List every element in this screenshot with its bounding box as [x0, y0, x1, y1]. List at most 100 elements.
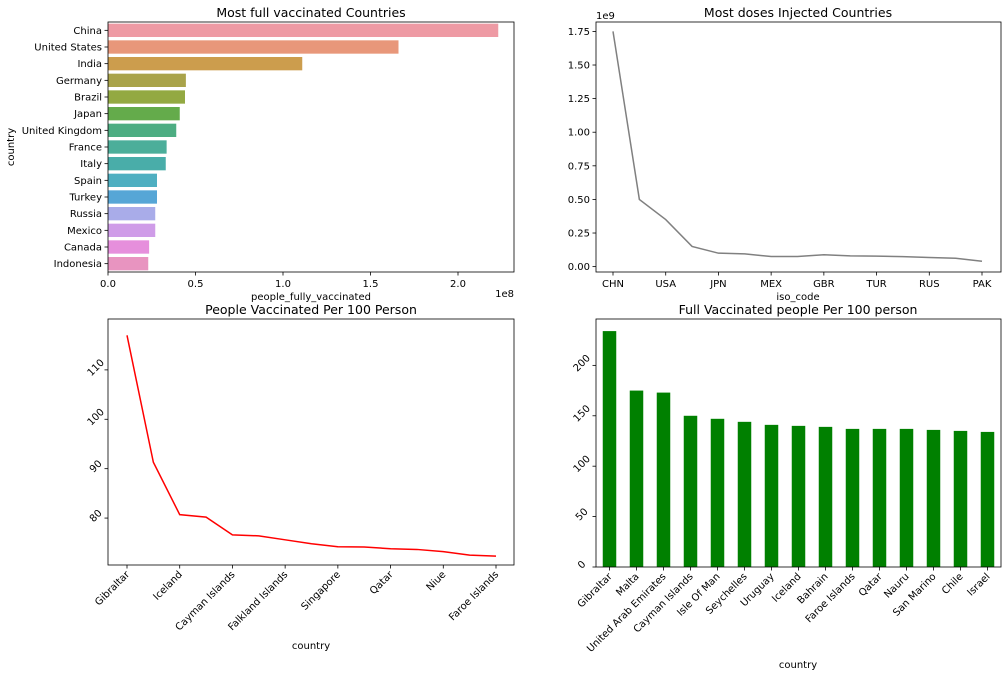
chart1-frame: [107, 21, 515, 273]
bar: [683, 415, 698, 567]
chart-most-full-vaccinated: Most full vaccinated Countries China Unit…: [6, 5, 515, 303]
bar: [108, 207, 156, 221]
bar: [108, 157, 166, 171]
y-tick-label: 100: [86, 407, 107, 428]
chart4-xlabel: country: [779, 660, 817, 671]
y-tick-label: United States: [34, 43, 102, 54]
y-tick-label: 0.75: [568, 161, 590, 172]
y-tick-label: Brazil: [74, 93, 102, 104]
bar: [818, 426, 833, 567]
chart3-xlabel: country: [292, 641, 330, 652]
bar: [602, 331, 617, 567]
bar: [980, 431, 995, 567]
y-tick-label: Turkey: [68, 193, 102, 204]
bar: [872, 428, 887, 567]
y-tick-label: 80: [88, 508, 105, 525]
x-tick-label: GBR: [813, 279, 835, 290]
y-tick-label: Mexico: [67, 226, 102, 237]
x-tick-label: Iceland: [151, 569, 184, 602]
bar: [108, 123, 177, 137]
bar: [108, 190, 157, 204]
x-tick-label: 2.0: [450, 279, 466, 290]
y-tick-label: 1.25: [568, 94, 590, 105]
bar: [108, 73, 186, 87]
chart4-title: Full Vaccinated people Per 100 person: [679, 302, 918, 317]
y-tick-label: France: [69, 143, 102, 154]
x-tick-label: 1.0: [275, 279, 291, 290]
bar: [791, 425, 806, 567]
x-tick-label: Qatar: [368, 569, 396, 597]
bar: [108, 223, 156, 237]
y-tick-label: 50: [574, 506, 591, 523]
chart4-frame: [595, 318, 1002, 568]
x-tick-label: 0.0: [100, 279, 116, 290]
x-tick-label: TUR: [865, 279, 886, 290]
x-tick-label: RUS: [919, 279, 940, 290]
chart2-xlabel: iso_code: [776, 292, 819, 303]
y-tick-label: 1.00: [568, 128, 590, 139]
y-tick-label: 100: [572, 454, 593, 475]
y-tick-label: Russia: [70, 209, 102, 220]
x-tick-label: Israel: [966, 571, 993, 598]
bar: [899, 428, 914, 567]
chart-full-vaccinated-per-100: Full Vaccinated people Per 100 person 0 5…: [572, 302, 1002, 671]
x-tick-label: Niue: [425, 569, 449, 593]
x-tick-label: MEX: [760, 279, 782, 290]
bar: [845, 428, 860, 567]
bar: [108, 57, 303, 71]
y-tick-label: 1.75: [568, 27, 590, 38]
x-tick-label: Qatar: [857, 571, 885, 599]
chart-most-doses-injected: Most doses Injected Countries 0.00 0.25 0.…: [568, 5, 1002, 303]
x-tick-label: 0.5: [188, 279, 204, 290]
bar: [953, 430, 968, 567]
chart3-frame: [107, 318, 515, 566]
y-tick-label: 1.50: [568, 61, 590, 72]
x-tick-label: Gibraltar: [93, 569, 133, 609]
y-tick-label: 0.50: [568, 195, 590, 206]
chart1-title: Most full vaccinated Countries: [216, 5, 405, 20]
y-tick-label: Japan: [73, 109, 102, 120]
chart2-frame: [595, 21, 1002, 273]
y-tick-label: 110: [86, 357, 107, 378]
chart1-x-offset: 1e8: [495, 289, 514, 300]
x-tick-label: PAK: [973, 279, 992, 290]
chart3-series-line: [126, 335, 497, 557]
bar: [764, 424, 779, 567]
chart2-series-line: [612, 31, 983, 262]
y-tick-label: Indonesia: [54, 259, 102, 270]
y-tick-label: Canada: [64, 243, 102, 254]
y-tick-label: 200: [572, 353, 593, 374]
x-tick-label: JPN: [709, 279, 726, 290]
y-tick-label: Germany: [56, 76, 102, 87]
x-tick-label: Singapore: [300, 569, 343, 612]
x-tick-label: Faroe Islands: [447, 569, 501, 623]
bar: [108, 23, 499, 37]
bar: [108, 40, 399, 54]
bar: [108, 107, 180, 121]
bar: [108, 90, 185, 104]
x-tick-label: Falkland Islands: [226, 569, 290, 633]
x-tick-label: Chile: [940, 571, 965, 596]
y-tick-label: Spain: [74, 176, 102, 187]
chart1-xlabel: people_fully_vaccinated: [251, 292, 371, 303]
bar: [710, 418, 725, 567]
y-tick-label: 150: [572, 403, 593, 424]
chart2-y-offset: 1e9: [596, 11, 615, 22]
y-tick-label: 90: [88, 459, 105, 476]
y-tick-label: China: [73, 26, 102, 37]
x-tick-label: CHN: [602, 279, 624, 290]
chart1-ylabel: country: [6, 128, 17, 166]
chart3-title: People Vaccinated Per 100 Person: [205, 302, 417, 317]
bar: [108, 173, 157, 187]
y-tick-label: 0: [576, 559, 588, 571]
y-tick-label: India: [77, 59, 102, 70]
x-tick-label: Gibraltar: [576, 571, 616, 611]
bar: [108, 240, 150, 254]
bar: [737, 421, 752, 567]
x-tick-label: Faroe Islands: [804, 571, 858, 625]
x-tick-label: USA: [655, 279, 676, 290]
chart-people-vaccinated-per-100: People Vaccinated Per 100 Person 80 90 100…: [86, 302, 515, 652]
bar: [629, 390, 644, 567]
y-tick-label: Italy: [80, 159, 102, 170]
